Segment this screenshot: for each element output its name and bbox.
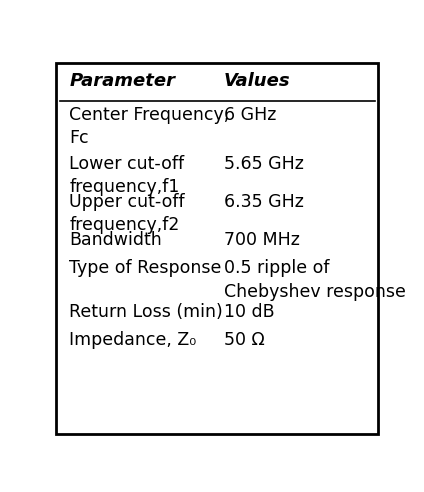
Text: 0.5 ripple of
Chebyshev response: 0.5 ripple of Chebyshev response [224, 259, 406, 301]
Text: 6.35 GHz: 6.35 GHz [224, 193, 304, 211]
Text: Parameter: Parameter [70, 72, 176, 91]
Text: Return Loss (min): Return Loss (min) [70, 303, 223, 321]
Text: 10 dB: 10 dB [224, 303, 274, 321]
Text: Lower cut-off
frequency,f1: Lower cut-off frequency,f1 [70, 155, 184, 196]
Text: 5.65 GHz: 5.65 GHz [224, 155, 304, 173]
Text: 50 Ω: 50 Ω [224, 331, 265, 349]
Text: 700 MHz: 700 MHz [224, 231, 300, 248]
Text: Center Frequency,
Fc: Center Frequency, Fc [70, 106, 230, 147]
Text: Upper cut-off
frequency,f2: Upper cut-off frequency,f2 [70, 193, 185, 234]
Text: Bandwidth: Bandwidth [70, 231, 162, 248]
Text: Impedance, Z₀: Impedance, Z₀ [70, 331, 197, 349]
Text: Type of Response: Type of Response [70, 259, 222, 277]
Text: 6 GHz: 6 GHz [224, 106, 276, 123]
Text: Values: Values [224, 72, 290, 91]
